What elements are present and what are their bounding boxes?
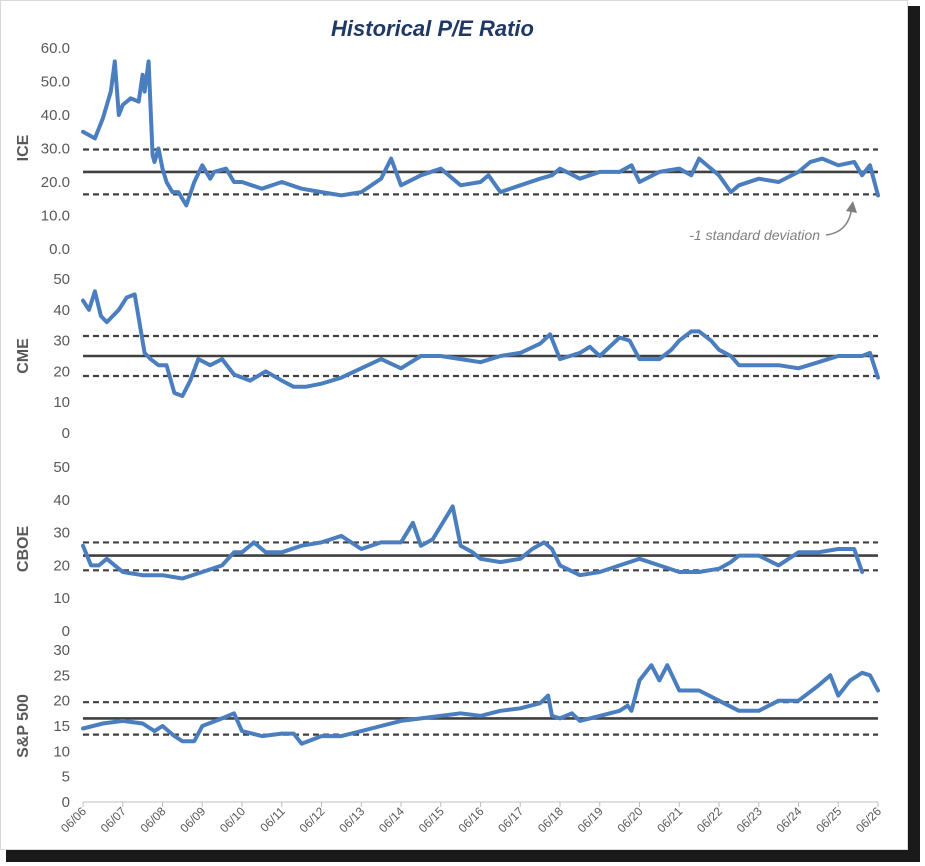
x-tick-label: 06/21	[654, 804, 685, 835]
y-tick-label: 30	[53, 333, 70, 350]
annotation-text: -1 standard deviation	[689, 227, 820, 243]
series-line	[81, 504, 865, 581]
y-tick-label: 20	[53, 557, 70, 574]
x-tick-label: 06/24	[773, 804, 804, 835]
series-line	[81, 59, 880, 208]
x-tick-label: 06/20	[614, 804, 645, 835]
y-tick-label: 60.0	[41, 40, 70, 57]
frame-shadow-bottom	[6, 850, 920, 862]
y-tick-label: 0	[62, 425, 70, 442]
y-axis-label: S&P 500	[15, 694, 32, 758]
x-tick-label: 06/11	[257, 804, 288, 835]
series-line	[81, 663, 880, 746]
y-tick-label: 10	[53, 743, 70, 760]
y-tick-label: 0	[62, 794, 70, 811]
x-tick-label: 06/13	[336, 804, 367, 835]
panel-s-p-500: 30 25 20 15 10 5 0 S&P 500	[15, 642, 880, 811]
x-tick-label: 06/23	[734, 804, 765, 835]
panel-cboe: 50 40 30 20 10 0 CBOE	[15, 459, 878, 640]
x-tick-label: 06/10	[217, 804, 248, 835]
y-tick-label: 40	[53, 492, 70, 509]
x-tick-label: 06/12	[296, 804, 327, 835]
y-tick-label: 20.0	[41, 174, 70, 191]
x-tick-label: 06/19	[575, 804, 606, 835]
annotation-arrowhead	[846, 201, 857, 213]
series-line	[81, 289, 880, 398]
y-tick-label: 5	[62, 769, 70, 786]
x-tick-label: 06/16	[455, 804, 486, 835]
y-tick-label: 50	[53, 271, 70, 288]
y-tick-label: 50.0	[41, 74, 70, 91]
x-axis: 06/06 06/07 06/08 06/09 06/10 06/11 06/12 06/13…	[58, 801, 884, 835]
x-tick-label: 06/14	[376, 804, 407, 835]
y-tick-label: 50	[53, 459, 70, 476]
y-tick-label: 30	[53, 525, 70, 542]
x-tick-label: 06/26	[853, 804, 884, 835]
y-axis-label: ICE	[15, 134, 32, 161]
y-tick-label: 40	[53, 302, 70, 319]
panel-cme: 50 40 30 20 10 0 CME	[15, 271, 880, 442]
x-tick-label: 06/15	[416, 804, 447, 835]
panel-ice: 60.0 50.0 40.0 30.0 20.0 10.0 0.0 ICE	[15, 40, 880, 258]
y-tick-label: 40.0	[41, 107, 70, 124]
frame-shadow-right	[908, 6, 920, 862]
y-tick-label: 20	[53, 363, 70, 380]
x-tick-label: 06/18	[535, 804, 566, 835]
y-tick-label: 0	[62, 623, 70, 640]
y-tick-label: 25	[53, 667, 70, 684]
y-axis-label: CME	[15, 338, 32, 374]
y-tick-label: 10	[53, 590, 70, 607]
y-tick-label: 0.0	[49, 241, 70, 258]
x-tick-label: 06/09	[177, 804, 208, 835]
y-tick-label: 30	[53, 642, 70, 659]
x-tick-label: 06/08	[137, 804, 168, 835]
std-annotation: -1 standard deviation	[689, 201, 857, 243]
y-tick-label: 10.0	[41, 208, 70, 225]
y-tick-label: 20	[53, 693, 70, 710]
x-tick-label: 06/07	[98, 804, 129, 835]
x-tick-label: 06/25	[813, 804, 844, 835]
chart-title: Historical P/E Ratio	[331, 16, 534, 41]
y-tick-label: 10	[53, 394, 70, 411]
y-axis-label: CBOE	[15, 526, 32, 573]
x-tick-label: 06/22	[694, 804, 725, 835]
y-tick-label: 30.0	[41, 141, 70, 158]
y-tick-label: 15	[53, 718, 70, 735]
x-tick-label: 06/17	[495, 804, 526, 835]
